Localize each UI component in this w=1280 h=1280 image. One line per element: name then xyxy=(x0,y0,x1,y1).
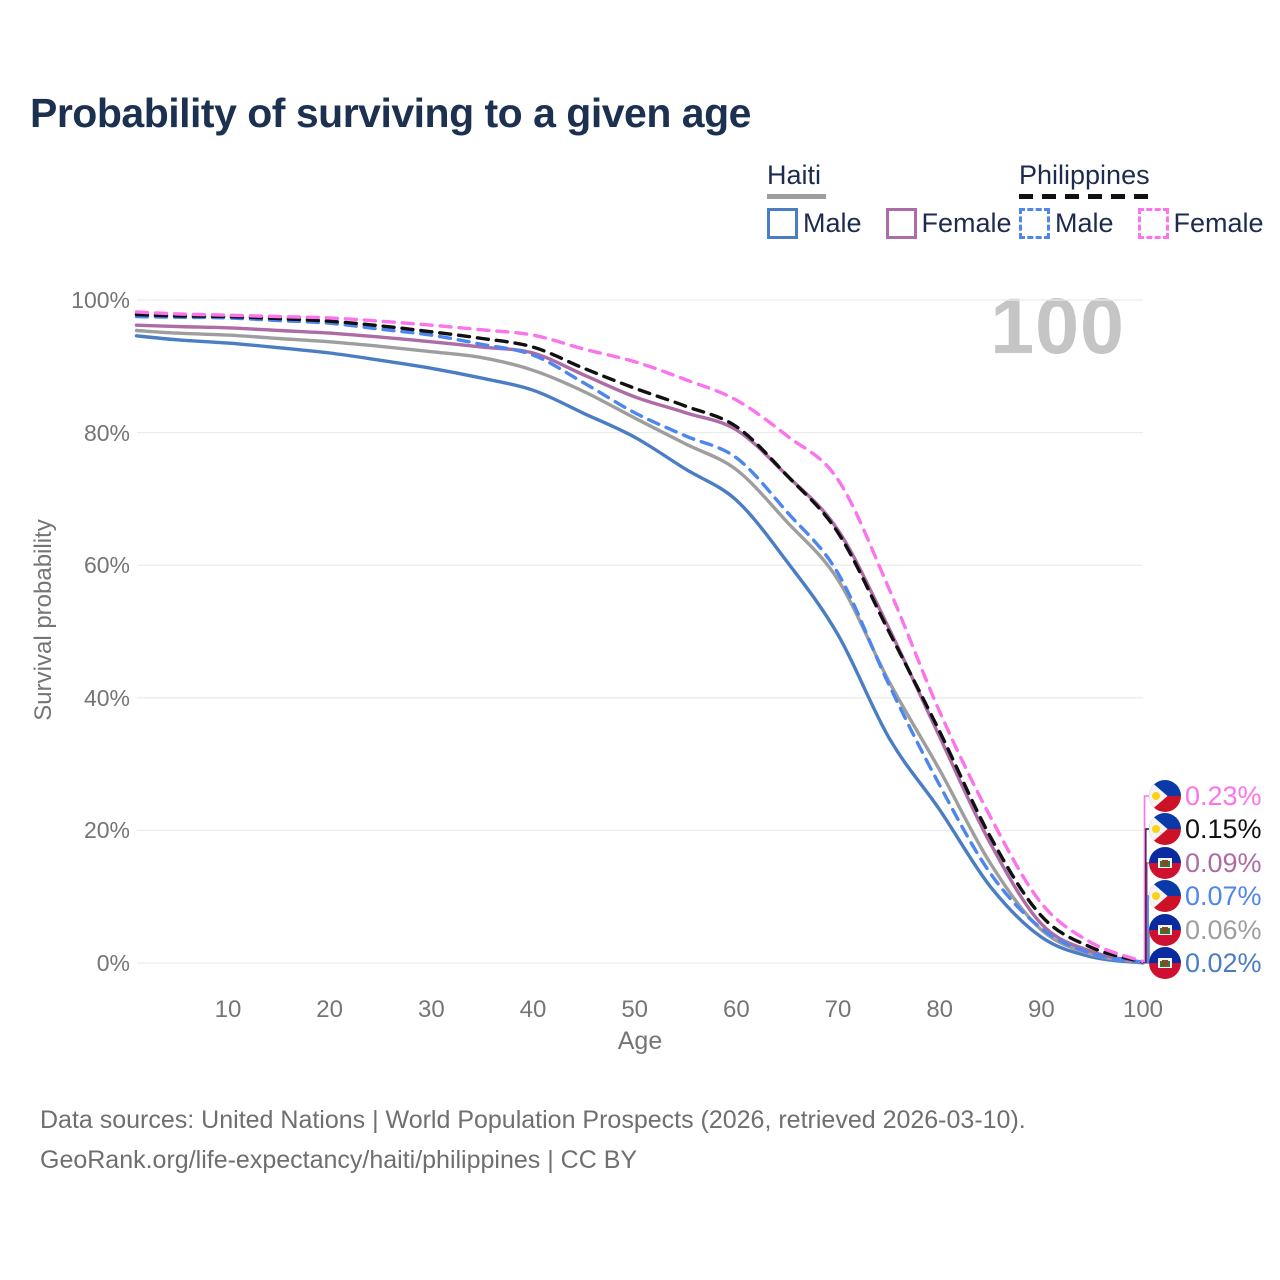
y-tick-label: 100% xyxy=(71,287,130,313)
curve-haiti-female xyxy=(134,323,1145,965)
page-title: Probability of surviving to a given age xyxy=(30,90,751,136)
legend-item-philippines-female[interactable]: Female xyxy=(1137,208,1264,239)
x-tick-label: 50 xyxy=(621,996,649,1023)
philippines-female-swatch-icon xyxy=(1137,208,1169,239)
y-tick-label: 80% xyxy=(83,419,130,446)
end-value: 0.06% xyxy=(1185,914,1262,945)
legend-item-label: Female xyxy=(921,208,1012,238)
attribution-link: GeoRank.org/life-expectancy/haiti/philip… xyxy=(40,1146,638,1174)
haiti-female-swatch-icon xyxy=(885,208,917,239)
y-tick-label: 20% xyxy=(83,817,130,844)
haiti-male-swatch-icon xyxy=(767,208,798,239)
legend-item-label: Male xyxy=(803,208,862,238)
x-tick-label: 60 xyxy=(722,996,750,1023)
y-tick-label: 60% xyxy=(83,552,130,579)
end-label-row: 0.02% xyxy=(1149,946,1262,980)
y-tick-label: 40% xyxy=(83,684,130,711)
x-axis-title: Age xyxy=(617,1027,663,1055)
y-tick-label: 0% xyxy=(96,950,130,976)
legend-philippines-title: Philippines xyxy=(1019,160,1150,190)
x-tick-label: 30 xyxy=(417,996,445,1023)
x-tick-label: 100 xyxy=(1122,996,1164,1023)
age-counter-watermark: 100 xyxy=(990,281,1125,370)
philippines-flag-icon xyxy=(1149,880,1181,912)
end-value: 0.09% xyxy=(1185,847,1262,878)
data-source-note: Data sources: United Nations | World Pop… xyxy=(40,1106,1026,1134)
legend-haiti-underline xyxy=(767,194,826,199)
end-value: 0.07% xyxy=(1185,880,1262,911)
end-value: 0.15% xyxy=(1185,813,1262,844)
end-label-row: 0.07% xyxy=(1149,879,1262,913)
legend-group-philippines: Philippines Male Female xyxy=(1019,160,1264,239)
haiti-flag-icon xyxy=(1149,847,1181,879)
x-tick-label: 70 xyxy=(824,996,852,1023)
curve-philippines-male xyxy=(134,314,1145,965)
end-label-row: 0.15% xyxy=(1149,812,1262,846)
curve-haiti-male xyxy=(134,334,1145,965)
end-label-row: 0.23% xyxy=(1149,779,1262,813)
end-value: 0.02% xyxy=(1185,947,1262,978)
survival-curves-chart xyxy=(134,299,1152,965)
legend-item-label: Male xyxy=(1055,208,1114,238)
end-label-row: 0.06% xyxy=(1149,913,1262,947)
legend-item-label: Female xyxy=(1173,208,1264,238)
curve-haiti-both-sexes xyxy=(134,328,1145,965)
x-tick-label: 40 xyxy=(519,996,547,1023)
legend-item-haiti-male[interactable]: Male xyxy=(767,208,862,239)
legend-philippines-underline xyxy=(1019,194,1149,199)
curve-philippines-female xyxy=(134,310,1145,964)
x-tick-label: 80 xyxy=(926,996,954,1023)
x-tick-label: 10 xyxy=(214,996,242,1023)
end-value: 0.23% xyxy=(1185,780,1262,811)
philippines-flag-icon xyxy=(1149,813,1181,845)
philippines-flag-icon xyxy=(1149,780,1181,812)
philippines-male-swatch-icon xyxy=(1019,208,1050,239)
x-tick-label: 90 xyxy=(1028,996,1055,1023)
legend-haiti-title: Haiti xyxy=(767,160,822,190)
legend-item-philippines-male[interactable]: Male xyxy=(1019,208,1114,239)
end-label-row: 0.09% xyxy=(1149,846,1262,880)
x-tick-label: 20 xyxy=(316,996,343,1023)
curve-philippines-both-sexes xyxy=(134,312,1145,964)
legend-group-haiti: Haiti Male Female xyxy=(767,160,1012,239)
haiti-flag-icon xyxy=(1149,947,1181,979)
legend-item-haiti-female[interactable]: Female xyxy=(885,208,1012,239)
haiti-flag-icon xyxy=(1149,914,1181,946)
